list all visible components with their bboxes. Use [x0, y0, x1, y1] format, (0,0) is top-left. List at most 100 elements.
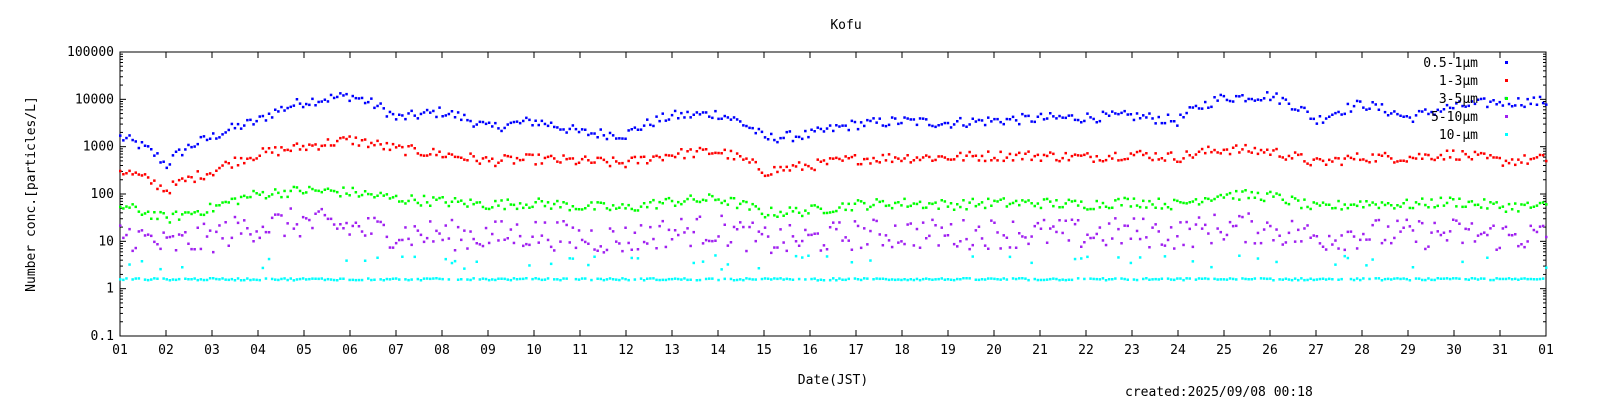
data-point [1390, 241, 1393, 245]
data-point [438, 150, 441, 153]
data-point [1287, 154, 1291, 158]
data-point [1138, 117, 1142, 120]
data-point [1179, 277, 1182, 280]
data-point [776, 215, 779, 218]
data-point [1455, 219, 1458, 222]
data-point [326, 100, 330, 103]
data-point [1067, 158, 1071, 162]
data-point [230, 166, 234, 169]
data-point [1021, 157, 1024, 161]
data-point [968, 150, 971, 154]
data-point [407, 112, 410, 115]
data-point [388, 278, 392, 281]
data-point [946, 205, 950, 208]
data-point [636, 161, 640, 165]
data-point [196, 210, 199, 213]
data-point [1191, 156, 1195, 159]
data-point [125, 233, 128, 237]
data-point [866, 208, 869, 211]
data-point [522, 119, 525, 123]
data-point [906, 278, 909, 282]
data-point [199, 135, 203, 139]
data-point [934, 158, 937, 162]
data-point [1359, 100, 1362, 103]
data-point [1021, 199, 1024, 202]
data-point [218, 136, 221, 139]
data-point [1117, 112, 1120, 116]
data-point [559, 240, 562, 243]
data-point [804, 278, 807, 281]
data-point [239, 232, 243, 235]
data-point [1042, 218, 1046, 222]
data-point [704, 277, 708, 281]
data-point [212, 173, 215, 177]
data-point [1284, 277, 1288, 280]
data-point [528, 153, 531, 156]
data-point [568, 157, 571, 160]
data-point [593, 161, 596, 164]
data-point [1399, 114, 1402, 117]
data-point [1545, 266, 1548, 269]
data-point [866, 157, 869, 161]
data-point [208, 229, 212, 232]
data-point [1328, 203, 1331, 206]
data-point [1104, 112, 1108, 115]
data-point [494, 164, 497, 168]
data-point [1427, 245, 1430, 248]
data-point [553, 157, 556, 160]
data-point [1266, 221, 1269, 224]
data-point [1486, 207, 1489, 210]
data-point [354, 278, 358, 282]
data-point [1517, 97, 1520, 100]
data-point [1107, 206, 1111, 210]
data-point [456, 278, 460, 281]
data-point [1272, 195, 1275, 198]
data-point [174, 150, 178, 153]
data-point [422, 154, 426, 157]
data-point [993, 277, 996, 281]
data-point [1213, 213, 1216, 217]
data-point [450, 110, 454, 113]
data-point [571, 124, 575, 127]
data-point [1052, 152, 1055, 156]
data-point [1197, 277, 1201, 280]
data-point [1039, 278, 1043, 282]
data-point [360, 193, 364, 197]
data-point [1380, 154, 1384, 157]
data-point [1049, 151, 1052, 154]
data-point [1151, 278, 1154, 281]
data-point [391, 196, 395, 199]
data-point [227, 128, 230, 132]
data-point [993, 199, 996, 203]
data-point [311, 226, 314, 230]
data-point [441, 277, 444, 281]
data-point [1504, 277, 1508, 281]
data-point [326, 217, 330, 221]
data-point [739, 278, 742, 281]
data-point [171, 154, 175, 157]
data-point [1014, 277, 1018, 281]
data-point [270, 116, 274, 119]
data-point [760, 212, 764, 216]
data-point [298, 277, 302, 281]
data-point [515, 278, 519, 281]
data-point [897, 241, 900, 244]
data-point [491, 278, 494, 281]
data-point [196, 278, 199, 282]
data-point [1067, 239, 1071, 242]
data-point [990, 277, 993, 280]
data-point [227, 244, 230, 247]
data-point [1321, 245, 1325, 248]
data-point [717, 235, 720, 238]
data-point [329, 189, 333, 192]
data-point [348, 278, 351, 282]
chart-title: Kofu [830, 18, 861, 33]
data-point [280, 214, 283, 217]
data-point [931, 202, 934, 206]
data-point [1405, 218, 1408, 222]
data-point [246, 277, 249, 280]
data-point [456, 225, 460, 229]
data-point [816, 158, 819, 161]
data-point [782, 169, 785, 172]
data-point [407, 199, 410, 203]
